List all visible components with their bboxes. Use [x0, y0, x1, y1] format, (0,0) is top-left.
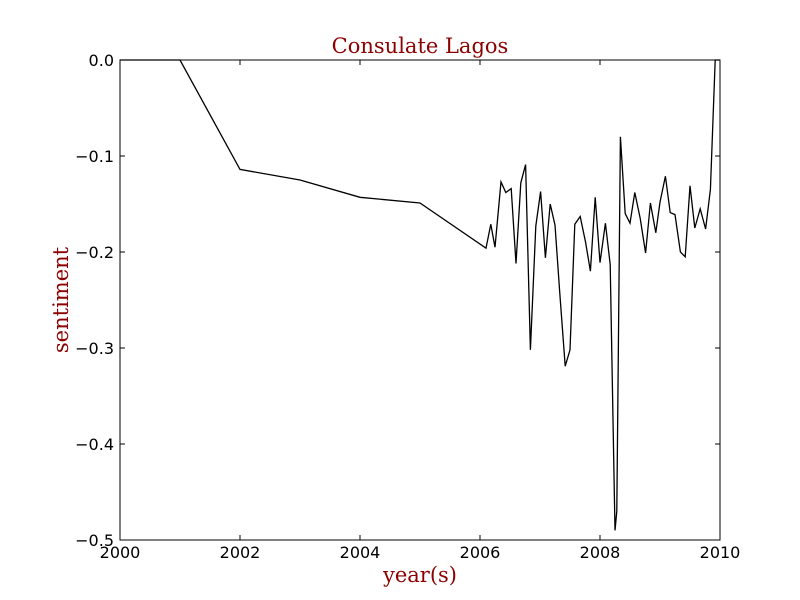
y-tick-label: 0.0 [89, 51, 114, 70]
x-tick-label: 2006 [460, 543, 501, 562]
x-tick-label: 2008 [580, 543, 621, 562]
x-tick-label: 2004 [340, 543, 381, 562]
y-axis-label: sentiment [49, 246, 73, 353]
x-axis-label: year(s) [382, 563, 457, 587]
y-tick-label: −0.5 [75, 531, 114, 550]
y-tick-label: −0.4 [75, 435, 114, 454]
y-tick-label: −0.1 [75, 147, 114, 166]
y-axis: 0.0 −0.1 −0.2 −0.3 −0.4 −0.5 [75, 51, 720, 550]
x-tick-label: 2010 [700, 543, 741, 562]
y-tick-label: −0.3 [75, 339, 114, 358]
x-tick-label: 2002 [220, 543, 261, 562]
series-line [120, 59, 720, 531]
x-tick-label: 2000 [100, 543, 141, 562]
y-tick-label: −0.2 [75, 243, 114, 262]
chart-title: Consulate Lagos [332, 34, 509, 58]
plot-area-frame [119, 59, 721, 541]
x-axis: 2000 2002 2004 2006 2008 2010 [100, 60, 741, 562]
